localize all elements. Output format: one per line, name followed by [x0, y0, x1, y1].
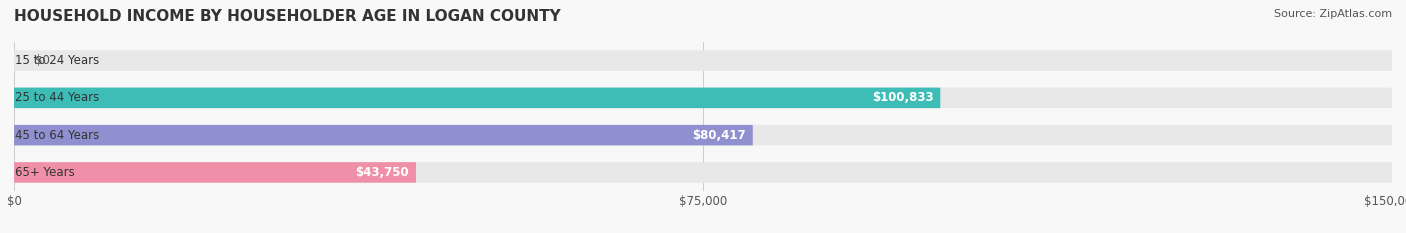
FancyBboxPatch shape — [14, 88, 941, 108]
FancyBboxPatch shape — [14, 125, 1392, 145]
FancyBboxPatch shape — [14, 162, 416, 183]
Text: 45 to 64 Years: 45 to 64 Years — [15, 129, 100, 142]
Text: $80,417: $80,417 — [692, 129, 745, 142]
Text: 65+ Years: 65+ Years — [15, 166, 75, 179]
Text: Source: ZipAtlas.com: Source: ZipAtlas.com — [1274, 9, 1392, 19]
FancyBboxPatch shape — [14, 50, 1392, 71]
FancyBboxPatch shape — [14, 125, 752, 145]
Text: $0: $0 — [35, 54, 49, 67]
Text: $43,750: $43,750 — [356, 166, 409, 179]
FancyBboxPatch shape — [14, 88, 1392, 108]
Text: 15 to 24 Years: 15 to 24 Years — [15, 54, 100, 67]
FancyBboxPatch shape — [14, 162, 1392, 183]
Text: HOUSEHOLD INCOME BY HOUSEHOLDER AGE IN LOGAN COUNTY: HOUSEHOLD INCOME BY HOUSEHOLDER AGE IN L… — [14, 9, 561, 24]
Text: $100,833: $100,833 — [872, 91, 934, 104]
Text: 25 to 44 Years: 25 to 44 Years — [15, 91, 100, 104]
